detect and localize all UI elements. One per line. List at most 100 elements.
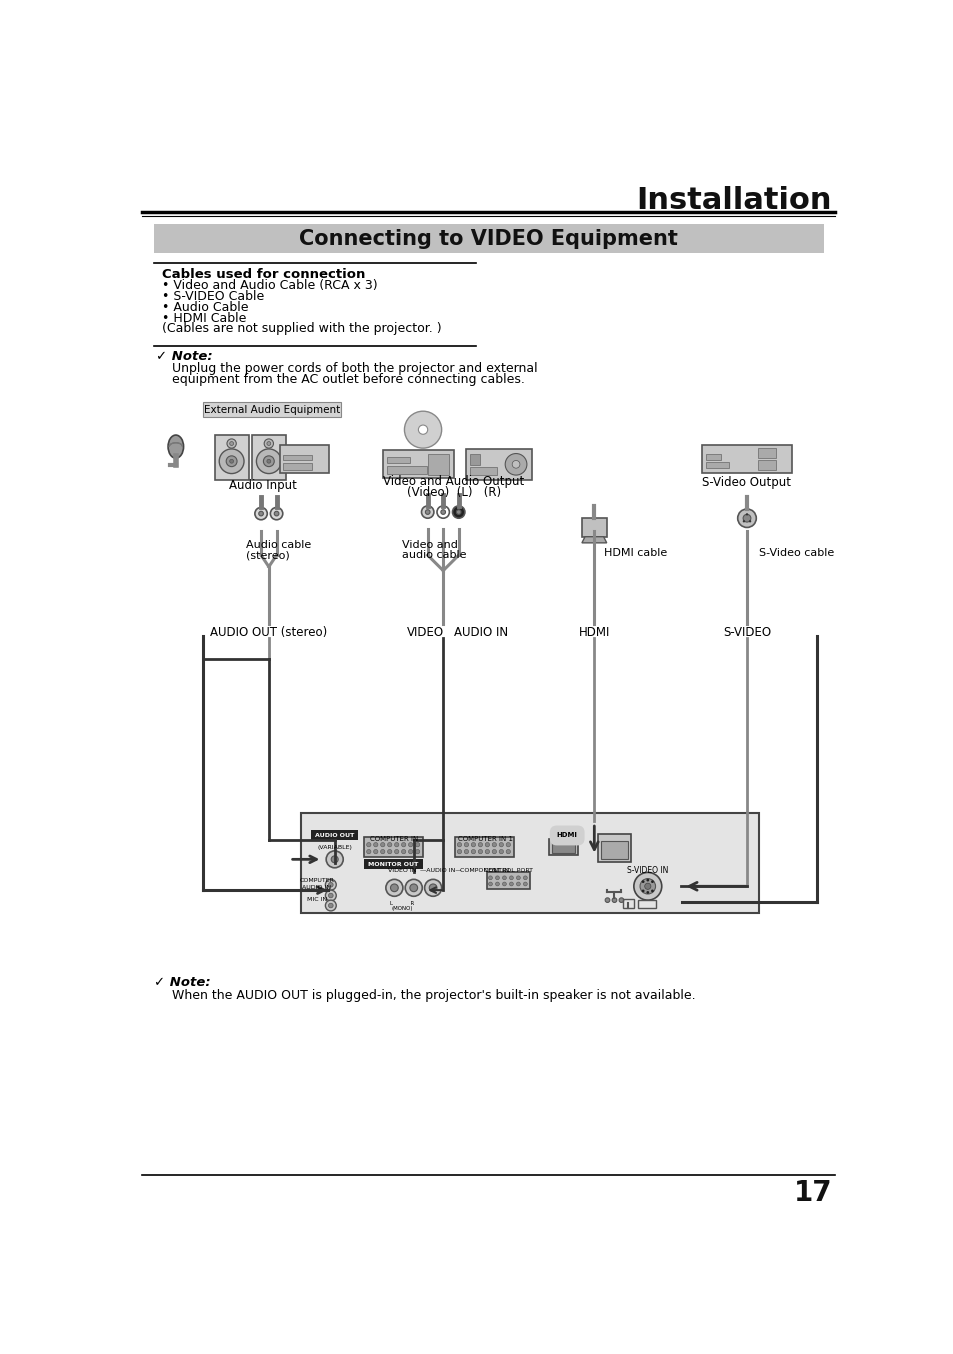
Circle shape xyxy=(502,881,506,886)
Text: AUDIO IN: AUDIO IN xyxy=(302,884,331,890)
Text: ✓ Note:: ✓ Note: xyxy=(156,351,213,363)
Circle shape xyxy=(405,879,422,896)
Circle shape xyxy=(227,439,236,448)
Polygon shape xyxy=(581,536,606,543)
Text: 17: 17 xyxy=(793,1179,831,1206)
Circle shape xyxy=(509,881,513,886)
Circle shape xyxy=(254,508,267,520)
Circle shape xyxy=(325,900,335,911)
Circle shape xyxy=(523,876,527,880)
Text: COMPUTER: COMPUTER xyxy=(299,877,334,883)
Text: VIDEO IN: VIDEO IN xyxy=(388,868,416,873)
Text: Audio cable: Audio cable xyxy=(245,540,311,550)
Circle shape xyxy=(380,849,384,854)
Text: • Audio Cable: • Audio Cable xyxy=(162,301,248,314)
Text: equipment from the AC outlet before connecting cables.: equipment from the AC outlet before conn… xyxy=(172,374,524,386)
Circle shape xyxy=(516,876,519,880)
Circle shape xyxy=(456,849,461,854)
Circle shape xyxy=(650,880,653,883)
Circle shape xyxy=(644,883,650,890)
Circle shape xyxy=(509,876,513,880)
Bar xyxy=(301,814,758,913)
Text: VIDEO: VIDEO xyxy=(406,626,443,639)
Bar xyxy=(622,899,633,907)
Bar xyxy=(154,223,822,253)
Circle shape xyxy=(418,425,427,435)
Circle shape xyxy=(404,412,441,448)
Bar xyxy=(382,451,454,478)
Circle shape xyxy=(646,891,648,894)
Circle shape xyxy=(366,842,371,846)
Circle shape xyxy=(436,506,449,519)
Circle shape xyxy=(742,520,744,523)
Circle shape xyxy=(492,849,496,854)
Circle shape xyxy=(512,460,519,468)
Circle shape xyxy=(748,520,750,523)
Bar xyxy=(280,445,328,473)
Circle shape xyxy=(492,842,496,846)
Circle shape xyxy=(477,849,482,854)
Circle shape xyxy=(506,849,510,854)
Circle shape xyxy=(328,883,333,887)
Circle shape xyxy=(742,515,750,523)
Bar xyxy=(214,435,249,479)
Text: Installation: Installation xyxy=(636,187,831,215)
Circle shape xyxy=(325,879,335,890)
Bar xyxy=(386,458,410,463)
Bar xyxy=(705,462,728,468)
Circle shape xyxy=(267,441,271,445)
Circle shape xyxy=(516,881,519,886)
Bar xyxy=(757,448,776,458)
Text: Video and Audio Output: Video and Audio Output xyxy=(383,475,524,487)
Text: (MONO): (MONO) xyxy=(391,906,413,911)
Circle shape xyxy=(429,884,436,892)
Text: AUDIO OUT: AUDIO OUT xyxy=(314,833,354,838)
Text: CONTROL PORT: CONTROL PORT xyxy=(483,868,532,873)
Bar xyxy=(428,454,448,475)
Bar xyxy=(282,455,312,460)
Bar xyxy=(282,463,312,470)
Text: Unplug the power cords of both the projector and external: Unplug the power cords of both the proje… xyxy=(172,363,537,375)
Text: COMPUTER IN: COMPUTER IN xyxy=(370,835,418,842)
Text: S-VIDEO IN: S-VIDEO IN xyxy=(626,865,668,875)
Text: External Audio Equipment: External Audio Equipment xyxy=(204,405,339,414)
Circle shape xyxy=(408,842,413,846)
Circle shape xyxy=(387,849,392,854)
Bar xyxy=(386,466,427,474)
Circle shape xyxy=(226,456,236,467)
Bar xyxy=(701,445,791,473)
Circle shape xyxy=(523,881,527,886)
Circle shape xyxy=(401,842,405,846)
Bar xyxy=(548,838,578,856)
Circle shape xyxy=(267,459,271,463)
Bar xyxy=(600,841,627,860)
Circle shape xyxy=(326,850,343,868)
Circle shape xyxy=(641,890,644,892)
Circle shape xyxy=(331,856,337,862)
Circle shape xyxy=(485,849,489,854)
Circle shape xyxy=(387,842,392,846)
Text: (stereo): (stereo) xyxy=(245,550,289,561)
Bar xyxy=(364,860,422,869)
Circle shape xyxy=(415,842,419,846)
Circle shape xyxy=(230,441,233,445)
Circle shape xyxy=(424,879,441,896)
Text: COMPUTER IN 1: COMPUTER IN 1 xyxy=(457,835,512,842)
Circle shape xyxy=(325,890,335,900)
Circle shape xyxy=(641,880,644,883)
Text: (Cables are not supplied with the projector. ): (Cables are not supplied with the projec… xyxy=(162,322,441,336)
Circle shape xyxy=(488,876,492,880)
Circle shape xyxy=(395,842,398,846)
Text: • HDMI Cable: • HDMI Cable xyxy=(162,311,246,325)
Text: MIC IN: MIC IN xyxy=(307,896,327,902)
Circle shape xyxy=(477,842,482,846)
Circle shape xyxy=(737,509,756,528)
Circle shape xyxy=(639,879,655,894)
Bar xyxy=(486,872,530,890)
Circle shape xyxy=(390,884,397,892)
Circle shape xyxy=(230,459,233,463)
Text: S-Video cable: S-Video cable xyxy=(758,548,833,558)
Circle shape xyxy=(612,898,617,903)
Bar xyxy=(311,830,357,839)
Circle shape xyxy=(258,512,263,516)
